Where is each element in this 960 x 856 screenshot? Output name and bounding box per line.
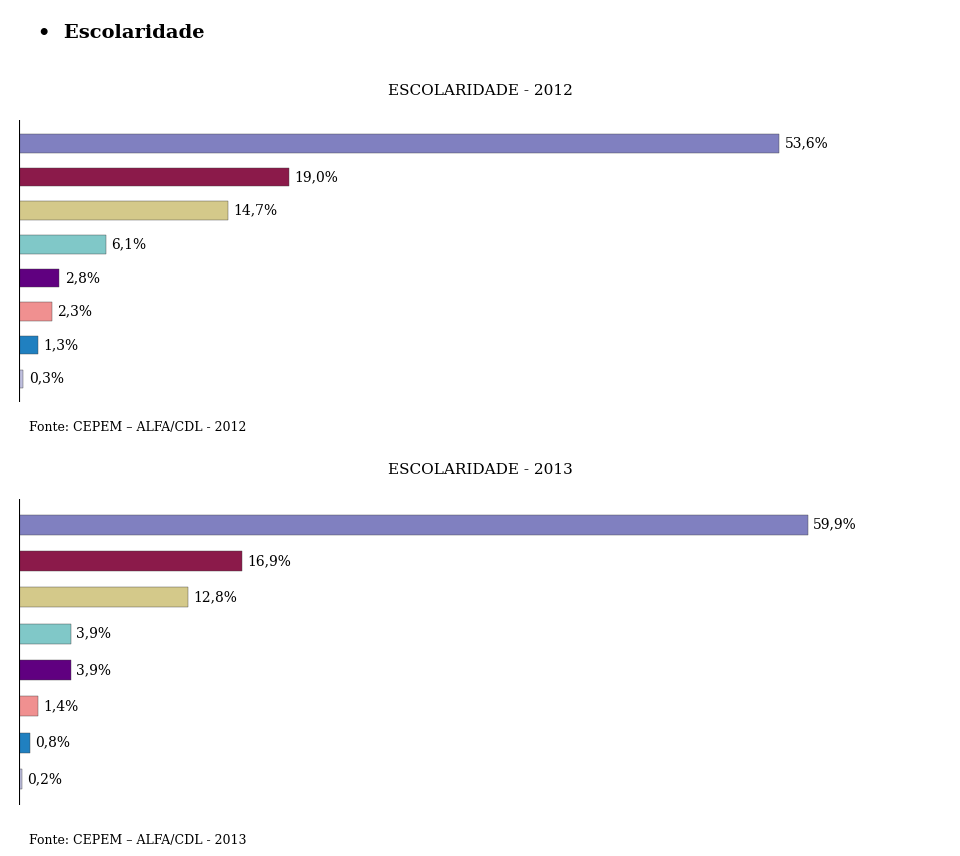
Text: 0,3%: 0,3%: [29, 372, 64, 386]
Text: 3,9%: 3,9%: [76, 663, 110, 677]
Text: 1,3%: 1,3%: [43, 338, 79, 352]
Text: 16,9%: 16,9%: [247, 554, 291, 568]
Text: 2,3%: 2,3%: [58, 305, 92, 318]
Bar: [19, 770, 22, 789]
Text: 14,7%: 14,7%: [233, 204, 277, 217]
Text: 19,0%: 19,0%: [295, 170, 338, 184]
Bar: [19, 587, 188, 607]
Bar: [19, 134, 780, 152]
Text: Fonte: CEPEM – ALFA/CDL - 2013: Fonte: CEPEM – ALFA/CDL - 2013: [29, 834, 247, 847]
Bar: [19, 370, 23, 388]
Text: ESCOLARIDADE - 2013: ESCOLARIDADE - 2013: [388, 463, 572, 477]
Text: 0,2%: 0,2%: [27, 772, 62, 786]
Bar: [19, 733, 30, 752]
Bar: [19, 269, 59, 287]
Bar: [19, 697, 37, 716]
Bar: [19, 624, 70, 644]
Bar: [19, 168, 289, 187]
Text: 3,9%: 3,9%: [76, 627, 110, 640]
Text: •  Escolaridade: • Escolaridade: [38, 24, 204, 43]
Bar: [19, 514, 807, 534]
Text: 53,6%: 53,6%: [785, 136, 828, 151]
Bar: [19, 551, 242, 571]
Bar: [19, 201, 228, 220]
Text: 0,8%: 0,8%: [35, 736, 70, 750]
Text: 1,4%: 1,4%: [43, 699, 78, 713]
Text: 59,9%: 59,9%: [813, 518, 857, 532]
Text: 2,8%: 2,8%: [64, 270, 100, 285]
Bar: [19, 302, 52, 321]
Text: 12,8%: 12,8%: [193, 591, 237, 604]
Text: ESCOLARIDADE - 2012: ESCOLARIDADE - 2012: [388, 84, 572, 98]
Bar: [19, 336, 37, 354]
Bar: [19, 660, 70, 680]
Text: Fonte: CEPEM – ALFA/CDL - 2012: Fonte: CEPEM – ALFA/CDL - 2012: [29, 421, 246, 435]
Bar: [19, 235, 106, 253]
Text: 6,1%: 6,1%: [111, 237, 147, 252]
